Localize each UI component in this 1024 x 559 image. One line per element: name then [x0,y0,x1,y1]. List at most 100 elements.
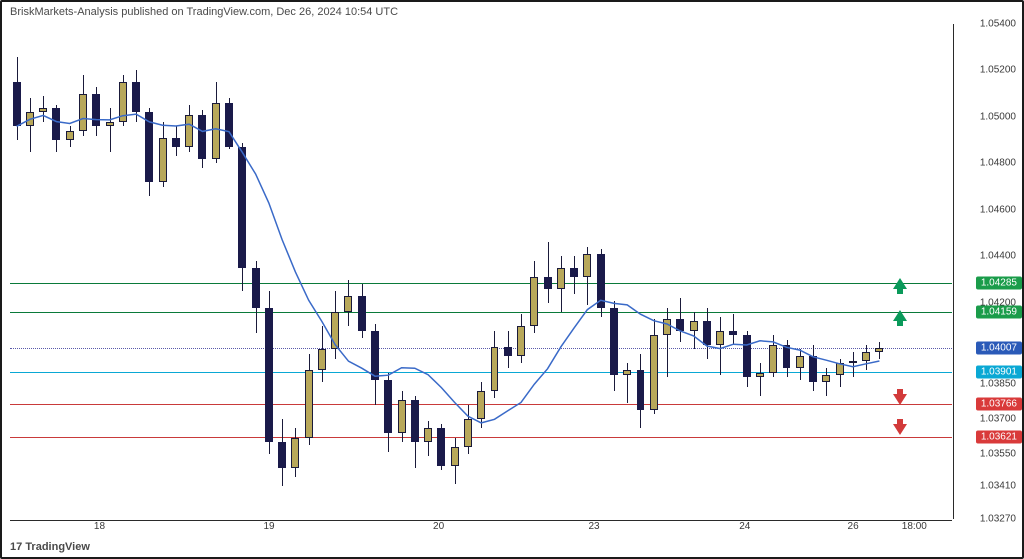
candlestick [491,347,499,391]
arrow-down-icon [893,424,907,435]
chart-plot-area[interactable] [10,24,952,519]
candlestick [451,447,459,466]
brand-label: TradingView [25,541,90,553]
candle-wick [548,242,549,302]
candlestick [225,103,233,147]
candlestick [265,308,273,443]
x-axis-label: 19 [263,521,274,532]
candlestick [66,131,74,140]
candlestick [13,82,21,126]
candlestick [783,345,791,368]
y-axis-label: 1.03700 [980,414,1016,425]
y-axis-label: 1.04800 [980,158,1016,169]
y-axis-label: 1.04600 [980,204,1016,215]
candlestick [358,296,366,331]
price-tag: 1.04007 [976,341,1022,354]
x-axis-label: 18:00 [902,521,927,532]
x-axis-border [10,520,952,521]
x-axis-label: 26 [848,521,859,532]
candlestick [637,370,645,410]
candle-wick [760,363,761,396]
candlestick [557,268,565,289]
horizontal-level-line [10,437,952,438]
candlestick [809,356,817,382]
arrow-up-icon [893,310,907,321]
candle-wick [627,363,628,403]
moving-average-line [10,24,952,519]
y-axis-label: 1.04400 [980,251,1016,262]
candlestick [650,335,658,409]
candlestick [384,380,392,433]
y-axis-label: 1.03550 [980,448,1016,459]
candlestick [371,331,379,380]
candlestick [663,319,671,335]
x-axis-label: 23 [588,521,599,532]
candlestick [822,375,830,382]
candlestick [517,326,525,356]
chart-footer: 17 TradingView [10,541,90,553]
candlestick [79,94,87,131]
candle-wick [720,317,721,375]
candlestick [530,277,538,326]
candle-wick [733,314,734,344]
candlestick [769,345,777,373]
candlestick [398,400,406,433]
candlestick [238,147,246,268]
candlestick [849,361,857,363]
candlestick [464,419,472,447]
y-axis: 1.054001.052001.050001.048001.046001.044… [954,24,1022,519]
candlestick [145,112,153,182]
price-tag: 1.03766 [976,397,1022,410]
price-tag: 1.04285 [976,277,1022,290]
candlestick [597,254,605,307]
candlestick [318,349,326,370]
candlestick [291,438,299,468]
price-tag: 1.03621 [976,431,1022,444]
chart-header: BriskMarkets-Analysis published on Tradi… [10,6,398,18]
arrow-up-icon [893,278,907,289]
candlestick [132,82,140,112]
candlestick [212,103,220,159]
horizontal-level-line [10,312,952,313]
candle-wick [110,108,111,152]
candlestick [437,428,445,465]
x-axis-label: 20 [433,521,444,532]
candlestick [703,321,711,344]
candlestick [278,442,286,468]
candlestick [504,347,512,356]
candlestick [676,319,684,331]
candlestick [610,308,618,375]
candlestick [185,115,193,148]
candlestick [743,335,751,377]
y-axis-label: 1.05000 [980,111,1016,122]
candlestick [106,122,114,127]
candle-wick [826,368,827,396]
horizontal-level-line [10,348,952,349]
tradingview-logo-icon: 17 [10,541,22,553]
candlestick [331,312,339,349]
chart-container: BriskMarkets-Analysis published on Tradi… [0,0,1024,559]
candlestick [716,331,724,345]
candlestick [477,391,485,419]
y-axis-label: 1.05400 [980,19,1016,30]
candlestick [690,321,698,330]
y-axis-border [953,24,954,519]
candlestick [544,277,552,289]
candlestick [875,348,883,352]
candlestick [252,268,260,308]
candle-wick [694,312,695,349]
candlestick [305,370,313,437]
y-axis-label: 1.03270 [980,514,1016,525]
y-axis-label: 1.03850 [980,379,1016,390]
candlestick [756,373,764,378]
candlestick [862,352,870,361]
candlestick [796,356,804,368]
candlestick [570,268,578,277]
arrow-down-icon [893,394,907,405]
candlestick [623,370,631,375]
x-axis-label: 18 [94,521,105,532]
candlestick [119,82,127,122]
price-tag: 1.04159 [976,306,1022,319]
x-axis-label: 24 [739,521,750,532]
candlestick [52,108,60,141]
